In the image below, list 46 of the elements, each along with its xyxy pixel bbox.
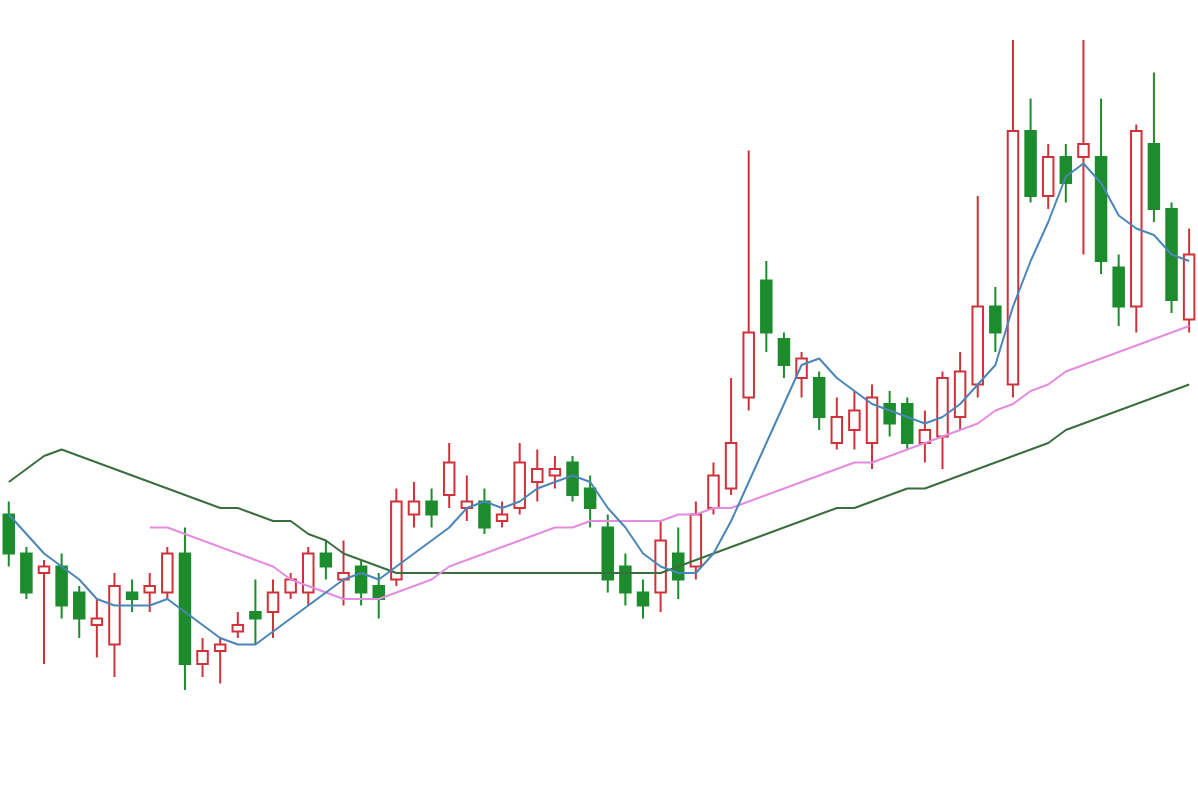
candlestick <box>354 559 368 607</box>
candlestick <box>284 572 297 600</box>
candlestick <box>513 442 526 516</box>
candlestick <box>478 487 491 535</box>
candlestick <box>231 611 245 639</box>
candlestick <box>1077 40 1090 256</box>
candlestick <box>566 455 579 503</box>
candlestick <box>531 448 544 503</box>
candlestick <box>619 552 632 607</box>
candlestick <box>1112 253 1125 327</box>
candlestick <box>495 500 509 529</box>
candlestick <box>425 487 438 529</box>
candlestick <box>636 578 650 620</box>
candlestick <box>548 455 562 490</box>
candlestick <box>953 351 967 431</box>
candlestick <box>372 572 385 620</box>
candlestick <box>1041 143 1055 210</box>
candlestick <box>55 552 68 620</box>
candlestick <box>319 539 333 581</box>
candlestick <box>337 539 350 607</box>
candlestick <box>125 578 139 613</box>
candlestick <box>707 461 720 516</box>
candlestick <box>848 390 861 451</box>
candlestick <box>407 481 421 529</box>
candlestick <box>830 396 844 451</box>
candlestick <box>266 578 280 639</box>
candlestick <box>213 637 227 685</box>
candlestick <box>90 598 104 659</box>
candlestick <box>302 546 315 607</box>
candlestick <box>72 585 86 639</box>
candlestick <box>161 546 174 600</box>
candlestick <box>724 377 738 496</box>
candlestick <box>196 637 209 678</box>
candlestick <box>583 474 597 529</box>
candlestick <box>865 383 879 470</box>
candlestick <box>143 572 156 613</box>
candlestick <box>901 396 914 451</box>
candlestick <box>2 500 16 568</box>
candlestick <box>883 390 896 438</box>
candlestick <box>37 559 51 665</box>
candlestick <box>442 442 456 509</box>
candlestick <box>777 331 791 379</box>
candlestick <box>989 286 1002 353</box>
candlestick <box>812 370 826 431</box>
candlestick <box>20 546 33 600</box>
candlestick <box>249 578 262 646</box>
